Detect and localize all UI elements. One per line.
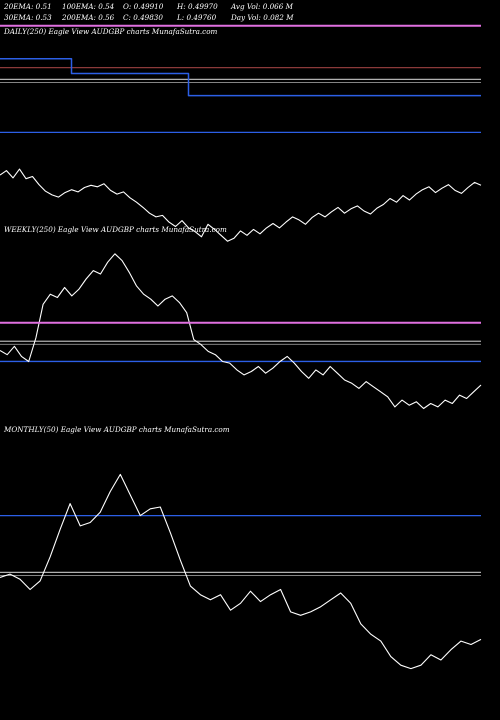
avg-vol-value: Avg Vol: 0.066 M	[231, 2, 293, 11]
ema30-value: 30EMA: 0.53	[4, 12, 52, 22]
daily-panel-label: DAILY(250) Eagle View AUDGBP charts Muna…	[4, 27, 218, 36]
ema200-value: 200EMA: 0.56	[62, 12, 115, 22]
ema100-value: 100EMA: 0.54	[62, 2, 115, 11]
monthly-price-line	[0, 473, 482, 670]
open-value: O: 0.49910	[123, 2, 164, 11]
stats-row-2: 30EMA: 0.53 200EMA: 0.56 C: 0.49830 L: 0…	[4, 13, 496, 24]
monthly-panel-label: MONTHLY(50) Eagle View AUDGBP charts Mun…	[4, 425, 230, 434]
daily-price-line	[0, 168, 482, 242]
stats-row-1: 20EMA: 0.51 100EMA: 0.54 O: 0.49910 H: 0…	[4, 2, 496, 13]
weekly-panel-label: WEEKLY(250) Eagle View AUDGBP charts Mun…	[4, 225, 227, 234]
weekly-price-line	[0, 253, 482, 410]
close-value: C: 0.49830	[123, 12, 163, 22]
daily-ema-step-line	[0, 58, 481, 97]
high-value: H: 0.49970	[177, 2, 218, 11]
ema20-value: 20EMA: 0.51	[4, 2, 52, 11]
stats-header: 20EMA: 0.51 100EMA: 0.54 O: 0.49910 H: 0…	[4, 2, 496, 23]
day-vol-value: Day Vol: 0.082 M	[231, 12, 294, 22]
low-value: L: 0.49760	[177, 12, 217, 22]
